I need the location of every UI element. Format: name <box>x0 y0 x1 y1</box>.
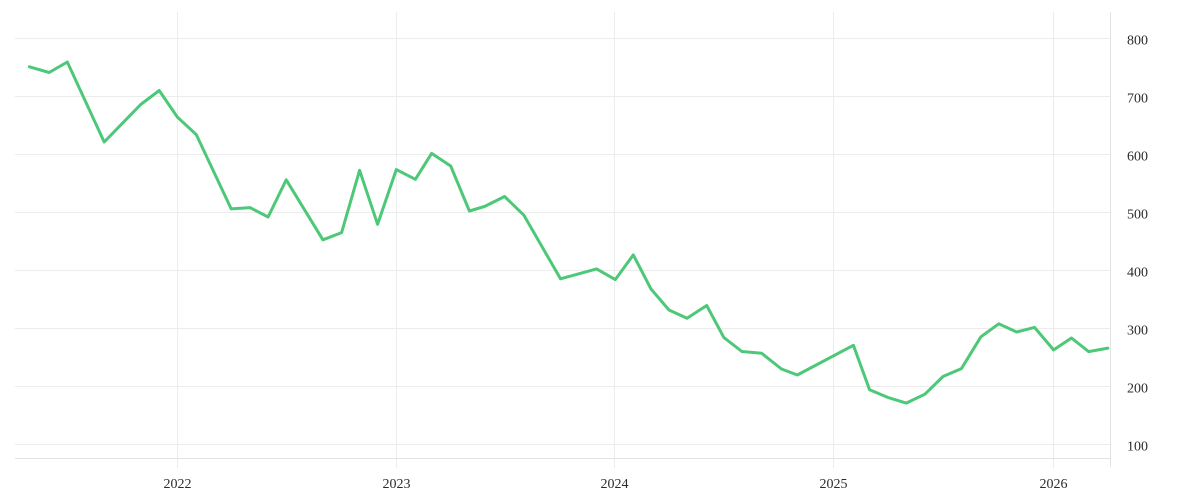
svg-text:800: 800 <box>1127 34 1148 49</box>
svg-text:200: 200 <box>1127 382 1148 397</box>
svg-text:300: 300 <box>1127 324 1148 339</box>
svg-text:700: 700 <box>1127 92 1148 107</box>
svg-text:100: 100 <box>1127 440 1148 455</box>
svg-text:2025: 2025 <box>820 477 848 492</box>
svg-text:2022: 2022 <box>164 477 192 492</box>
svg-text:500: 500 <box>1127 208 1148 223</box>
svg-text:2026: 2026 <box>1040 477 1068 492</box>
svg-text:2023: 2023 <box>383 477 411 492</box>
svg-text:400: 400 <box>1127 266 1148 281</box>
svg-text:2024: 2024 <box>601 477 629 492</box>
svg-text:600: 600 <box>1127 150 1148 165</box>
